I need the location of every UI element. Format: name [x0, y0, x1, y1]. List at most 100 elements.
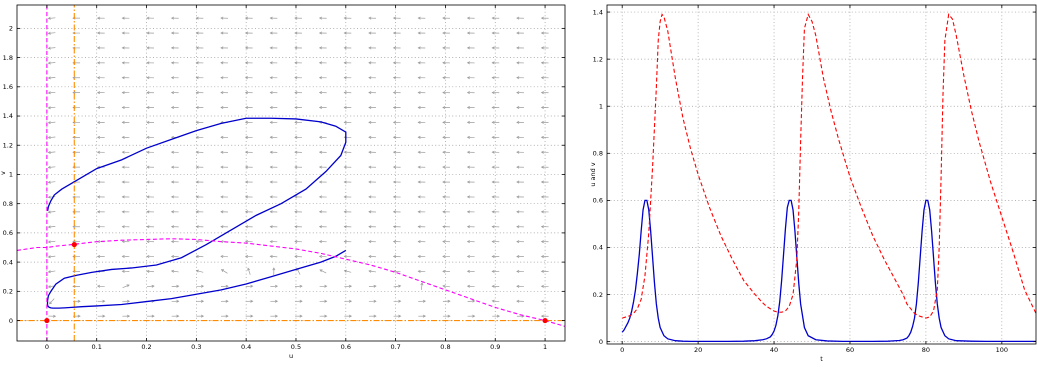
vector-field-arrowhead — [102, 299, 106, 303]
vector-field-arrowhead — [269, 31, 273, 35]
vector-field-arrowhead — [540, 255, 544, 259]
vector-field-arrowhead — [47, 106, 51, 110]
vector-field-arrow — [97, 285, 105, 288]
vector-field-arrowhead — [195, 61, 199, 65]
vector-field-arrowhead — [318, 150, 323, 154]
vector-field-arrowhead — [417, 16, 421, 20]
vector-field-arrowhead — [121, 210, 125, 214]
vector-field-arrowhead — [47, 136, 51, 140]
vector-field-arrowhead — [269, 240, 273, 244]
vector-field-arrowhead — [121, 150, 125, 154]
vector-field-arrowhead — [47, 46, 51, 50]
vector-field-arrowhead — [121, 255, 125, 259]
vector-field-arrowhead — [496, 314, 500, 318]
vector-field-arrowhead — [491, 31, 495, 35]
vector-field-arrowhead — [318, 225, 323, 229]
vector-field-arrowhead — [348, 299, 353, 303]
vector-field-arrowhead — [247, 267, 251, 271]
vector-field-arrowhead — [491, 61, 495, 65]
vector-field-arrowhead — [392, 150, 397, 154]
vector-field-arrowhead — [170, 106, 175, 110]
equilibrium-point — [71, 241, 77, 248]
vector-field-arrowhead — [368, 269, 372, 273]
vector-field-arrowhead — [121, 46, 125, 50]
vector-field-arrowhead — [343, 195, 347, 199]
vector-field-arrowhead — [195, 106, 199, 110]
vector-field-arrowhead — [343, 61, 347, 65]
vector-field-arrowhead — [47, 225, 51, 229]
vector-field-arrowhead — [392, 61, 396, 65]
vector-field-arrowhead — [466, 91, 470, 95]
vector-field-arrowhead — [272, 267, 276, 271]
equilibrium-point — [542, 317, 548, 324]
vector-field-arrowhead — [176, 314, 180, 318]
vector-field-arrowhead — [294, 150, 298, 154]
vector-field-arrowhead — [151, 314, 155, 318]
vector-field-arrowhead — [442, 240, 446, 244]
vector-field-arrowhead — [200, 284, 205, 288]
vector-field-arrowhead — [368, 240, 372, 244]
vector-field-arrowhead — [121, 106, 125, 110]
vector-field-arrow — [146, 270, 155, 273]
vector-field-arrow — [48, 255, 56, 258]
vector-field-arrowhead — [96, 16, 101, 20]
vector-field-arrowhead — [420, 282, 424, 286]
vector-field-arrowhead — [324, 299, 328, 303]
phase-plane-ticks: 0 0.1 0.2 0.3 0.4 0.5 0.6 0.7 0.8 0.9 1 0 0.2 0.4 0.6 0… — [3, 5, 565, 351]
vector-field-arrowhead — [146, 76, 150, 80]
vector-field-arrowhead — [516, 135, 520, 139]
vector-field-arrowhead — [318, 76, 323, 80]
vector-field-arrow — [467, 300, 475, 302]
vector-field-arrowhead — [294, 210, 298, 214]
vector-field-arrowhead — [47, 76, 51, 80]
vector-field-arrowhead — [417, 61, 421, 65]
vector-field-arrowhead — [96, 135, 101, 139]
vector-field-arrowhead — [442, 135, 446, 139]
vector-field-arrowhead — [274, 314, 279, 318]
vector-field-arrowhead — [447, 314, 451, 318]
vector-field-arrowhead — [392, 269, 397, 273]
vector-field-arrowhead — [442, 76, 446, 80]
vector-field-arrowhead — [47, 16, 51, 20]
vector-field-arrowhead — [540, 150, 544, 154]
vector-field-arrowhead — [368, 106, 372, 110]
vector-field-arrow — [319, 255, 327, 258]
vector-field-arrowhead — [146, 106, 150, 110]
series-line-0 — [46, 117, 347, 309]
y-tick-label: 0.2 — [593, 291, 603, 299]
vector-field-arrowhead — [491, 225, 495, 229]
phase-plane-plot: 0 0.1 0.2 0.3 0.4 0.5 0.6 0.7 0.8 0.9 1 0 0.2 0.4 0.6 0… — [0, 4, 566, 360]
vector-field-arrowhead — [294, 91, 298, 95]
vector-field-arrowhead — [368, 61, 372, 65]
y-tick-label: 1 — [599, 102, 603, 110]
vector-field-arrowhead — [491, 106, 495, 110]
vector-field-arrowhead — [96, 210, 101, 214]
vector-field-arrowhead — [442, 210, 446, 214]
vector-field-arrowhead — [540, 299, 544, 303]
vector-field-arrowhead — [49, 301, 53, 305]
vector-field-arrowhead — [294, 240, 298, 244]
x-tick-label: 60 — [846, 346, 854, 354]
series-line-1 — [16, 238, 566, 327]
vector-field-arrowhead — [294, 106, 298, 110]
x-tick-label: 0 — [45, 343, 49, 351]
vector-field-arrowhead — [195, 269, 199, 273]
vector-field-arrowhead — [220, 31, 224, 35]
vector-field-arrowhead — [442, 91, 446, 95]
vector-field-arrowhead — [368, 195, 372, 199]
vector-field-arrowhead — [244, 165, 249, 169]
vector-field-arrow — [48, 91, 56, 94]
vector-field-arrowhead — [417, 135, 421, 139]
vector-field-arrowhead — [422, 299, 426, 303]
vector-field-arrowhead — [466, 180, 470, 184]
y-tick-label: 1.4 — [3, 112, 13, 120]
vector-field-arrowhead — [195, 210, 199, 214]
vector-field-arrow — [319, 269, 327, 274]
vector-field-arrowhead — [269, 120, 273, 124]
vector-field-arrowhead — [540, 195, 544, 199]
vector-field-arrowhead — [318, 165, 323, 169]
vector-field-arrowhead — [318, 240, 323, 244]
x-tick-label: 0.3 — [191, 343, 201, 351]
vector-field-arrowhead — [96, 195, 101, 199]
